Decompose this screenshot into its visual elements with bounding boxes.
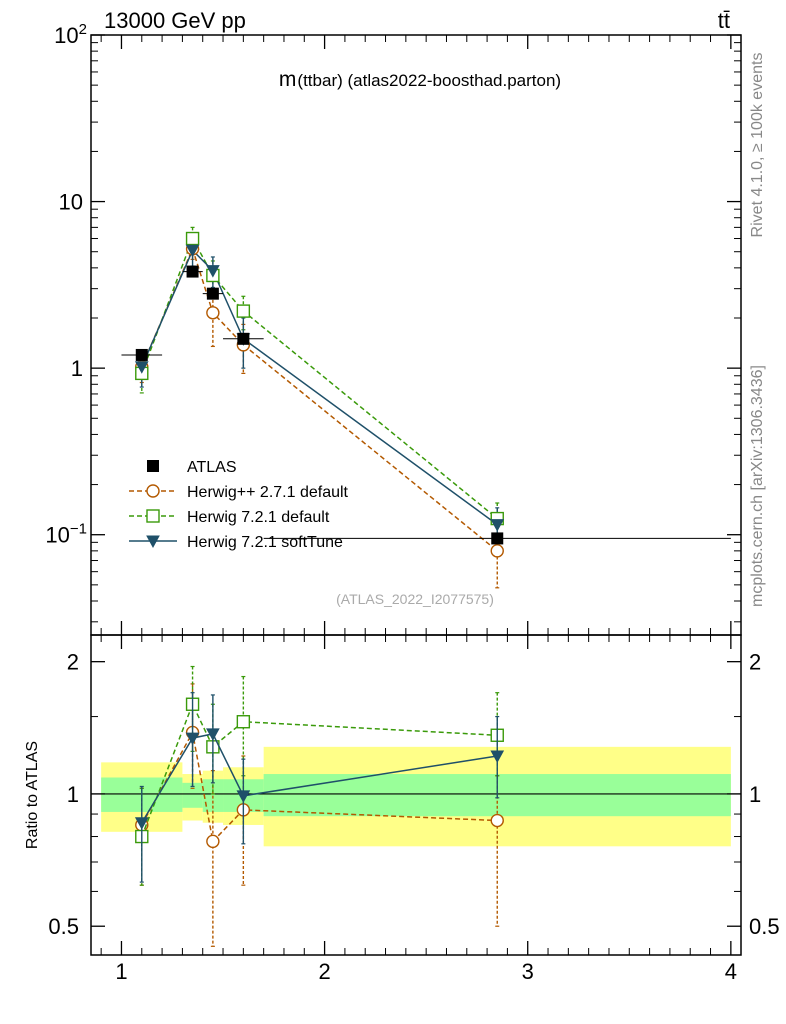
series-point-herwig-7-2-1-default [185, 231, 200, 246]
legend-label: Herwig 7.2.1 softTune [187, 534, 343, 551]
ratio-ytick-label-right: 1 [749, 782, 761, 807]
data-point-atlas [206, 287, 219, 300]
series-point-herwig-7-2-1-default [236, 304, 251, 318]
series-point-herwig-7-2-1-softtune [206, 265, 220, 278]
plot-title: m(ttbar) (atlas2022-boosthad.parton) [279, 68, 561, 91]
plot-title-rest: (ttbar) (atlas2022-boosthad.parton) [297, 71, 561, 90]
ratio-band-inner [182, 782, 203, 808]
series-point-herwig-7-2-1-softtune [490, 519, 505, 532]
series-line-herwig-2-7-1-default [141, 246, 498, 552]
legend: ATLAS Herwig++ 2.7.1 default Herwig 7.2.1 … [129, 459, 349, 551]
plot-title-main: m [279, 68, 297, 91]
series-point-herwig-2-7-1-default [206, 306, 220, 320]
ytick-label: 10−1 [45, 521, 87, 548]
xtick-label: 2 [318, 959, 330, 984]
legend-label: Herwig++ 2.7.1 default [187, 484, 349, 501]
rivet-label: Rivet 4.1.0, ≥ 100k events [749, 53, 766, 238]
xtick-label: 4 [725, 959, 737, 984]
series-line-herwig-7-2-1-default [141, 236, 498, 520]
legend-marker-herwig-7-2-1-softtune [146, 535, 160, 549]
mcplots-label: mcplots.cern.ch [arXiv:1306.3436] [749, 365, 766, 607]
ratio-point-herwig-2-7-1-default [206, 834, 220, 849]
ratio-ytick-label-right: 0.5 [749, 914, 780, 939]
legend-marker-atlas [147, 460, 159, 472]
ratio-ytick-label-right: 2 [749, 650, 761, 675]
analysis-id: (ATLAS_2022_I2077575) [336, 591, 494, 607]
ratio-point-herwig-7-2-1-softtune [236, 790, 251, 803]
ratio-band-inner [202, 779, 224, 812]
process-label: tt̄ [718, 8, 730, 33]
ytick-label: 1 [71, 356, 83, 381]
legend-marker-herwig-2-7-1-default [146, 484, 160, 498]
ratio-point-herwig-7-2-1-softtune [134, 817, 149, 830]
energy-label: 13000 GeV pp [104, 8, 246, 33]
ratio-ytick-label-left: 1 [67, 782, 79, 807]
xtick-label: 1 [115, 959, 127, 984]
data-point-atlas [135, 348, 148, 361]
ratio-plot-series [134, 665, 505, 947]
series-point-herwig-7-2-1-softtune [185, 244, 200, 258]
legend-marker-herwig-7-2-1-default [146, 509, 160, 523]
series-point-herwig-7-2-1-softtune [134, 361, 149, 374]
ratio-point-herwig-2-7-1-default [490, 813, 504, 828]
ratio-ytick-label-left: 2 [67, 650, 79, 675]
legend-label: Herwig 7.2.1 default [187, 509, 330, 526]
data-point-atlas [186, 265, 199, 278]
ratio-ylabel: Ratio to ATLAS [24, 741, 41, 849]
ratio-point-herwig-7-2-1-softtune [206, 728, 220, 741]
legend-label: ATLAS [187, 459, 237, 476]
ratio-point-herwig-7-2-1-default [236, 715, 251, 729]
ytick-label: 10 [59, 190, 83, 215]
data-point-atlas [491, 532, 504, 545]
ratio-point-herwig-7-2-1-softtune [185, 732, 200, 746]
ratio-point-herwig-7-2-1-softtune [490, 750, 505, 764]
series-point-herwig-2-7-1-default [490, 544, 504, 558]
main-plot-series [121, 226, 731, 589]
ratio-frame [90, 634, 742, 956]
data-point-atlas [237, 332, 250, 345]
xtick-label: 3 [522, 959, 534, 984]
ytick-label: 102 [54, 21, 87, 48]
ratio-ytick-label-left: 0.5 [48, 914, 79, 939]
ratio-bands [91, 746, 741, 847]
